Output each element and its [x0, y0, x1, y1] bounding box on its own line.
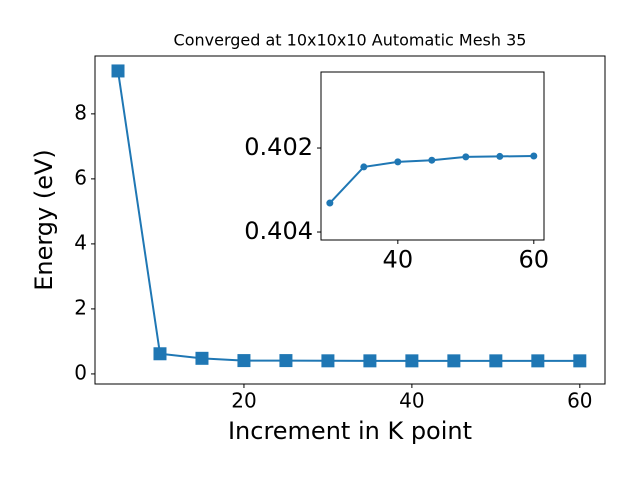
marker [195, 351, 209, 365]
y-axis-label: Energy (eV) [30, 149, 58, 291]
marker [111, 64, 125, 78]
y-tick-label: 4 [74, 230, 87, 254]
marker [237, 354, 251, 368]
marker [363, 354, 377, 368]
chart-title: Converged at 10x10x10 Automatic Mesh 35 [174, 31, 527, 50]
y-tick-label: 0.404 [244, 217, 313, 245]
y-tick-label: 8 [74, 100, 87, 124]
marker [321, 354, 335, 368]
marker [394, 158, 402, 166]
y-tick-label: 2 [74, 295, 87, 319]
y-tick-label: 0.402 [244, 133, 313, 161]
y-tick-label: 6 [74, 165, 87, 189]
marker [530, 152, 538, 160]
marker [326, 199, 334, 207]
marker [573, 354, 587, 368]
marker [531, 354, 545, 368]
marker [279, 354, 293, 368]
marker [447, 354, 461, 368]
x-tick-label: 40 [383, 245, 414, 273]
marker [428, 156, 436, 164]
x-tick-label: 40 [399, 389, 424, 413]
marker [360, 163, 368, 171]
marker [405, 354, 419, 368]
marker [153, 347, 167, 361]
data-line [117, 70, 580, 362]
marker [489, 354, 503, 368]
x-tick-label: 60 [519, 245, 550, 273]
x-tick-label: 60 [567, 389, 592, 413]
x-axis-label: Increment in K point [228, 417, 472, 445]
y-tick-label: 0 [74, 360, 87, 384]
marker [462, 153, 470, 161]
x-tick-label: 20 [231, 389, 256, 413]
marker [496, 152, 504, 160]
